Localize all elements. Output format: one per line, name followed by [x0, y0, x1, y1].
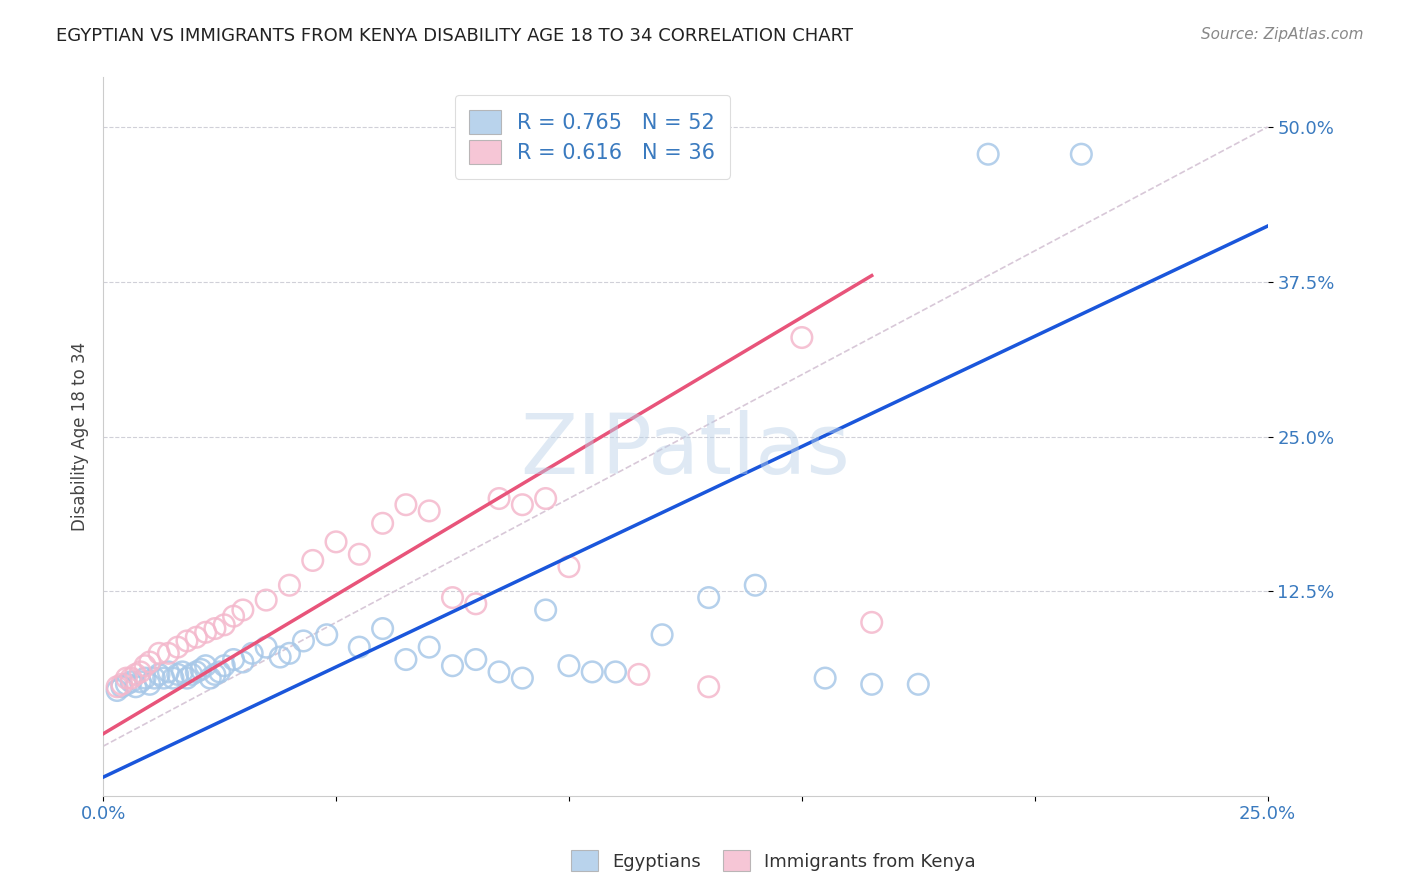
Legend: Egyptians, Immigrants from Kenya: Egyptians, Immigrants from Kenya — [564, 843, 983, 879]
Point — [301, 553, 323, 567]
Point — [148, 667, 170, 681]
Point — [120, 671, 142, 685]
Point — [512, 498, 534, 512]
Point — [292, 634, 315, 648]
Point — [212, 658, 235, 673]
Point — [254, 593, 277, 607]
Point — [115, 671, 138, 685]
Point — [212, 618, 235, 632]
Point — [240, 646, 263, 660]
Point — [105, 680, 128, 694]
Point — [395, 652, 418, 666]
Point — [697, 591, 720, 605]
Point — [254, 640, 277, 654]
Point — [152, 671, 174, 685]
Point — [418, 640, 440, 654]
Point — [138, 677, 160, 691]
Point — [143, 671, 166, 685]
Point — [186, 665, 208, 679]
Point — [172, 665, 194, 679]
Point — [315, 628, 337, 642]
Point — [200, 671, 222, 685]
Point — [194, 658, 217, 673]
Point — [105, 683, 128, 698]
Point — [325, 534, 347, 549]
Point — [208, 665, 231, 679]
Legend: R = 0.765   N = 52, R = 0.616   N = 36: R = 0.765 N = 52, R = 0.616 N = 36 — [454, 95, 730, 178]
Point — [222, 609, 245, 624]
Point — [534, 491, 557, 506]
Point — [129, 674, 152, 689]
Point — [232, 603, 254, 617]
Point — [744, 578, 766, 592]
Point — [166, 667, 188, 681]
Point — [371, 622, 394, 636]
Point — [148, 646, 170, 660]
Point — [138, 655, 160, 669]
Point — [269, 650, 291, 665]
Point — [790, 330, 813, 344]
Point — [977, 147, 1000, 161]
Point — [157, 646, 180, 660]
Point — [157, 665, 180, 679]
Point — [605, 665, 627, 679]
Point — [111, 677, 134, 691]
Point — [204, 667, 226, 681]
Point — [204, 622, 226, 636]
Point — [441, 658, 464, 673]
Point — [1070, 147, 1092, 161]
Point — [558, 658, 581, 673]
Point — [125, 680, 148, 694]
Point — [115, 677, 138, 691]
Point — [512, 671, 534, 685]
Point — [464, 597, 486, 611]
Text: Source: ZipAtlas.com: Source: ZipAtlas.com — [1201, 27, 1364, 42]
Point — [651, 628, 673, 642]
Point — [194, 625, 217, 640]
Point — [534, 603, 557, 617]
Point — [125, 667, 148, 681]
Point — [349, 547, 371, 561]
Y-axis label: Disability Age 18 to 34: Disability Age 18 to 34 — [72, 342, 89, 531]
Point — [441, 591, 464, 605]
Point — [627, 667, 650, 681]
Point — [186, 630, 208, 644]
Point — [162, 671, 184, 685]
Point — [176, 634, 198, 648]
Point — [464, 652, 486, 666]
Point — [278, 646, 301, 660]
Point — [907, 677, 929, 691]
Point — [120, 674, 142, 689]
Point — [488, 665, 510, 679]
Point — [349, 640, 371, 654]
Point — [190, 662, 212, 676]
Point — [558, 559, 581, 574]
Point — [488, 491, 510, 506]
Point — [180, 667, 202, 681]
Point — [232, 655, 254, 669]
Point — [697, 680, 720, 694]
Point — [111, 680, 134, 694]
Point — [176, 671, 198, 685]
Point — [860, 677, 883, 691]
Point — [371, 516, 394, 531]
Point — [134, 671, 156, 685]
Point — [581, 665, 603, 679]
Point — [418, 504, 440, 518]
Point — [134, 658, 156, 673]
Point — [860, 615, 883, 630]
Point — [222, 652, 245, 666]
Text: EGYPTIAN VS IMMIGRANTS FROM KENYA DISABILITY AGE 18 TO 34 CORRELATION CHART: EGYPTIAN VS IMMIGRANTS FROM KENYA DISABI… — [56, 27, 853, 45]
Point — [814, 671, 837, 685]
Point — [278, 578, 301, 592]
Point — [166, 640, 188, 654]
Point — [129, 665, 152, 679]
Point — [395, 498, 418, 512]
Text: ZIPatlas: ZIPatlas — [520, 410, 851, 491]
